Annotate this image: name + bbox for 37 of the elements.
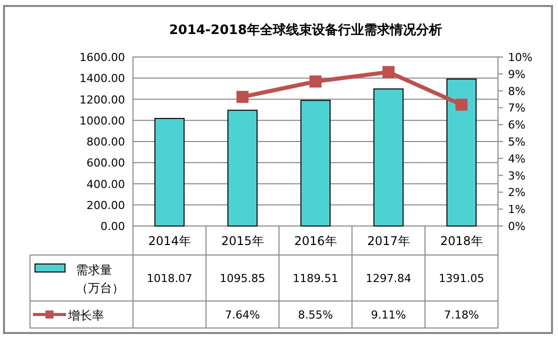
y-tick-label: 200.00 [86, 198, 125, 212]
y-tick-label: 600.00 [86, 156, 125, 170]
y2-tick-label: 0% [508, 220, 526, 233]
x-tick-label: 2015年 [221, 234, 264, 248]
data-label: 8.55% [298, 308, 333, 322]
y2-tick-label: 1% [508, 203, 526, 216]
data-label: 1018.07 [146, 272, 192, 285]
y2-tick-label: 6% [508, 118, 526, 132]
y2-tick-label: 2% [508, 186, 526, 200]
data-label: 9.11% [371, 308, 406, 322]
data-label: 7.64% [225, 308, 260, 322]
x-tick-label: 2018年 [440, 234, 483, 248]
y-tick-label: 800.00 [86, 136, 125, 148]
x-tick-label: 2014年 [148, 234, 191, 248]
data-label: 1391.05 [438, 272, 484, 285]
x-tick-label: 2016年 [294, 234, 337, 248]
y-tick-label: 1400.00 [80, 72, 125, 86]
y2-tick-label: 3% [508, 169, 526, 182]
y2-tick-label: 4% [508, 152, 526, 166]
y-tick-label: 0.00 [100, 220, 125, 233]
data-label: 7.18% [444, 308, 479, 322]
legend-label: 需求量（万台） [76, 263, 124, 295]
y-tick-label: 400.00 [86, 178, 125, 191]
y2-tick-label: 8% [508, 84, 526, 98]
y-tick-label: 1600.00 [80, 51, 125, 64]
y2-tick-label: 10% [508, 51, 532, 64]
y2-tick-label: 7% [508, 102, 526, 115]
y2-tick-label: 9% [508, 68, 526, 81]
data-label: 1189.51 [292, 272, 338, 285]
x-tick-label: 2017年 [367, 234, 410, 248]
data-label: 1095.85 [220, 272, 266, 285]
y2-tick-label: 5% [508, 136, 526, 148]
legend-label: 增长率 [67, 308, 104, 322]
chart-title: 2014-2018年全球线束设备行业需求情况分析 [169, 22, 442, 38]
data-label: 1297.84 [366, 272, 412, 285]
y-tick-label: 1000.00 [80, 114, 125, 128]
y-tick-label: 1200.00 [80, 93, 125, 106]
